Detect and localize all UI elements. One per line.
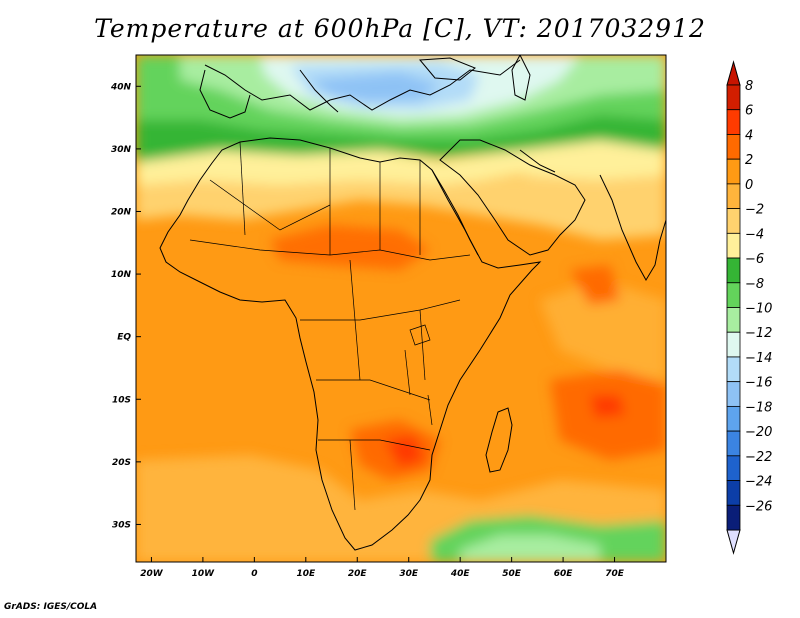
colorbar-swatch xyxy=(726,455,741,481)
contour-4-spot-arabian-sea xyxy=(570,265,620,305)
colorbar-label: −6 xyxy=(745,252,764,267)
lat-tick-label: 20N xyxy=(111,207,132,217)
colorbar-label: −2 xyxy=(745,203,764,218)
colorbar-swatch xyxy=(726,307,741,333)
lake-tanganyika xyxy=(404,349,411,396)
lon-tick-label: 20W xyxy=(140,569,164,579)
iberia-coastline xyxy=(199,69,251,119)
lat-tick-label: 40N xyxy=(110,82,132,92)
colorbar-label: −10 xyxy=(745,302,772,317)
black-sea-coastline xyxy=(418,57,476,81)
colorbar-swatch xyxy=(726,356,741,383)
lat-tick-label: 20S xyxy=(112,458,131,468)
colorbar-top-cap xyxy=(726,60,741,86)
colorbar-swatch xyxy=(726,208,741,234)
contour-2-to-4-east xyxy=(540,280,666,380)
india-coastline xyxy=(599,174,666,281)
contour-minus16-north xyxy=(310,72,440,102)
lat-tick-label: 10S xyxy=(112,395,131,405)
border-sahara-1 xyxy=(239,141,246,236)
madagascar-coastline xyxy=(485,407,513,473)
colorbar-label: 6 xyxy=(745,104,753,119)
border-central-2 xyxy=(349,259,361,381)
persian-gulf-coastline xyxy=(519,149,556,173)
colorbar-swatch xyxy=(726,232,741,259)
lon-tick-label: 30E xyxy=(399,569,419,579)
caspian-coastline xyxy=(511,55,531,101)
border-sahel xyxy=(189,239,471,261)
colorbar-swatch xyxy=(726,183,741,210)
colorbar-swatch xyxy=(726,134,741,160)
lat-tick-label: EQ xyxy=(117,333,131,343)
colorbar-swatch xyxy=(726,331,741,358)
lat-tick-label: 30S xyxy=(112,520,131,530)
red-sea-coastline xyxy=(431,169,479,256)
lat-axis: 40N 30N 20N 10N EQ 10S 20S 30S xyxy=(110,82,141,530)
colorbar-swatch xyxy=(726,430,741,457)
colorbar-swatch xyxy=(726,257,741,284)
colorbar: 8 6 4 2 0 −2 −4 −6 −8 −10 −12 −14 −16 −18 −20 −22 −24 −26 xyxy=(726,60,772,555)
arabia-coastline xyxy=(439,139,586,256)
colorbar-swatch xyxy=(726,158,741,185)
lake-victoria xyxy=(409,324,431,346)
colorbar-swatch xyxy=(726,109,741,135)
map-panel xyxy=(136,55,666,562)
border-central-1 xyxy=(300,299,461,321)
colorbar-label: −26 xyxy=(745,499,772,514)
colorbar-label: −24 xyxy=(745,475,772,490)
colorbar-label: −4 xyxy=(745,227,764,242)
colorbar-label: −20 xyxy=(745,425,772,440)
colorbar-swatch xyxy=(726,381,741,407)
colorbar-label: −12 xyxy=(745,326,772,341)
border-south-3 xyxy=(349,439,356,511)
coastlines xyxy=(159,55,666,551)
border-central-3 xyxy=(419,309,426,381)
colorbar-swatch xyxy=(726,480,741,506)
plot-title: Temperature at 600hPa [C], VT: 201703291… xyxy=(94,14,706,43)
lon-tick-label: 10E xyxy=(296,569,316,579)
colorbar-label: 8 xyxy=(745,79,753,94)
colorbar-label: 0 xyxy=(745,178,753,193)
lat-tick-label: 30N xyxy=(111,145,132,155)
lon-tick-label: 0 xyxy=(251,569,257,579)
colorbar-label: 2 xyxy=(745,153,753,168)
border-sahara-2 xyxy=(209,179,331,231)
colorbar-label: −22 xyxy=(745,450,772,465)
lon-tick-label: 20E xyxy=(348,569,368,579)
italy-coastline xyxy=(299,69,339,113)
contour-4-spot-sahel xyxy=(270,225,430,270)
lon-axis: 20W 10W 0 10E 20E 30E 40E 50E 60E 70E xyxy=(140,557,625,579)
lon-tick-label: 10W xyxy=(192,569,216,579)
colorbar-label: −14 xyxy=(745,351,772,366)
border-south-2 xyxy=(318,439,431,451)
country-borders xyxy=(189,141,471,511)
colorbar-swatch xyxy=(726,282,741,308)
colorbar-label: 4 xyxy=(745,128,753,143)
colorbar-swatch xyxy=(726,405,741,432)
contour-minus4-band xyxy=(136,140,666,185)
colorbar-swatch xyxy=(726,504,741,531)
colorbar-label: −8 xyxy=(745,277,764,292)
lon-tick-label: 40E xyxy=(450,569,471,579)
colorbar-bottom-cap xyxy=(726,529,741,555)
lake-malawi xyxy=(427,394,433,426)
contour-minus8-south xyxy=(460,535,600,562)
lon-tick-label: 60E xyxy=(554,569,574,579)
contour-6-spot-indian-ocean xyxy=(590,395,625,418)
lon-tick-label: 70E xyxy=(605,569,625,579)
colorbar-label: −18 xyxy=(745,400,772,415)
map-frame xyxy=(135,54,667,563)
colorbar-label: −16 xyxy=(745,376,772,391)
africa-coastline xyxy=(159,137,542,551)
grads-credit: GrADS: IGES/COLA xyxy=(4,602,98,612)
colorbar-swatch xyxy=(726,84,741,111)
lon-tick-label: 50E xyxy=(502,569,522,579)
europe-coastline xyxy=(204,59,521,111)
lat-tick-label: 10N xyxy=(111,270,132,280)
